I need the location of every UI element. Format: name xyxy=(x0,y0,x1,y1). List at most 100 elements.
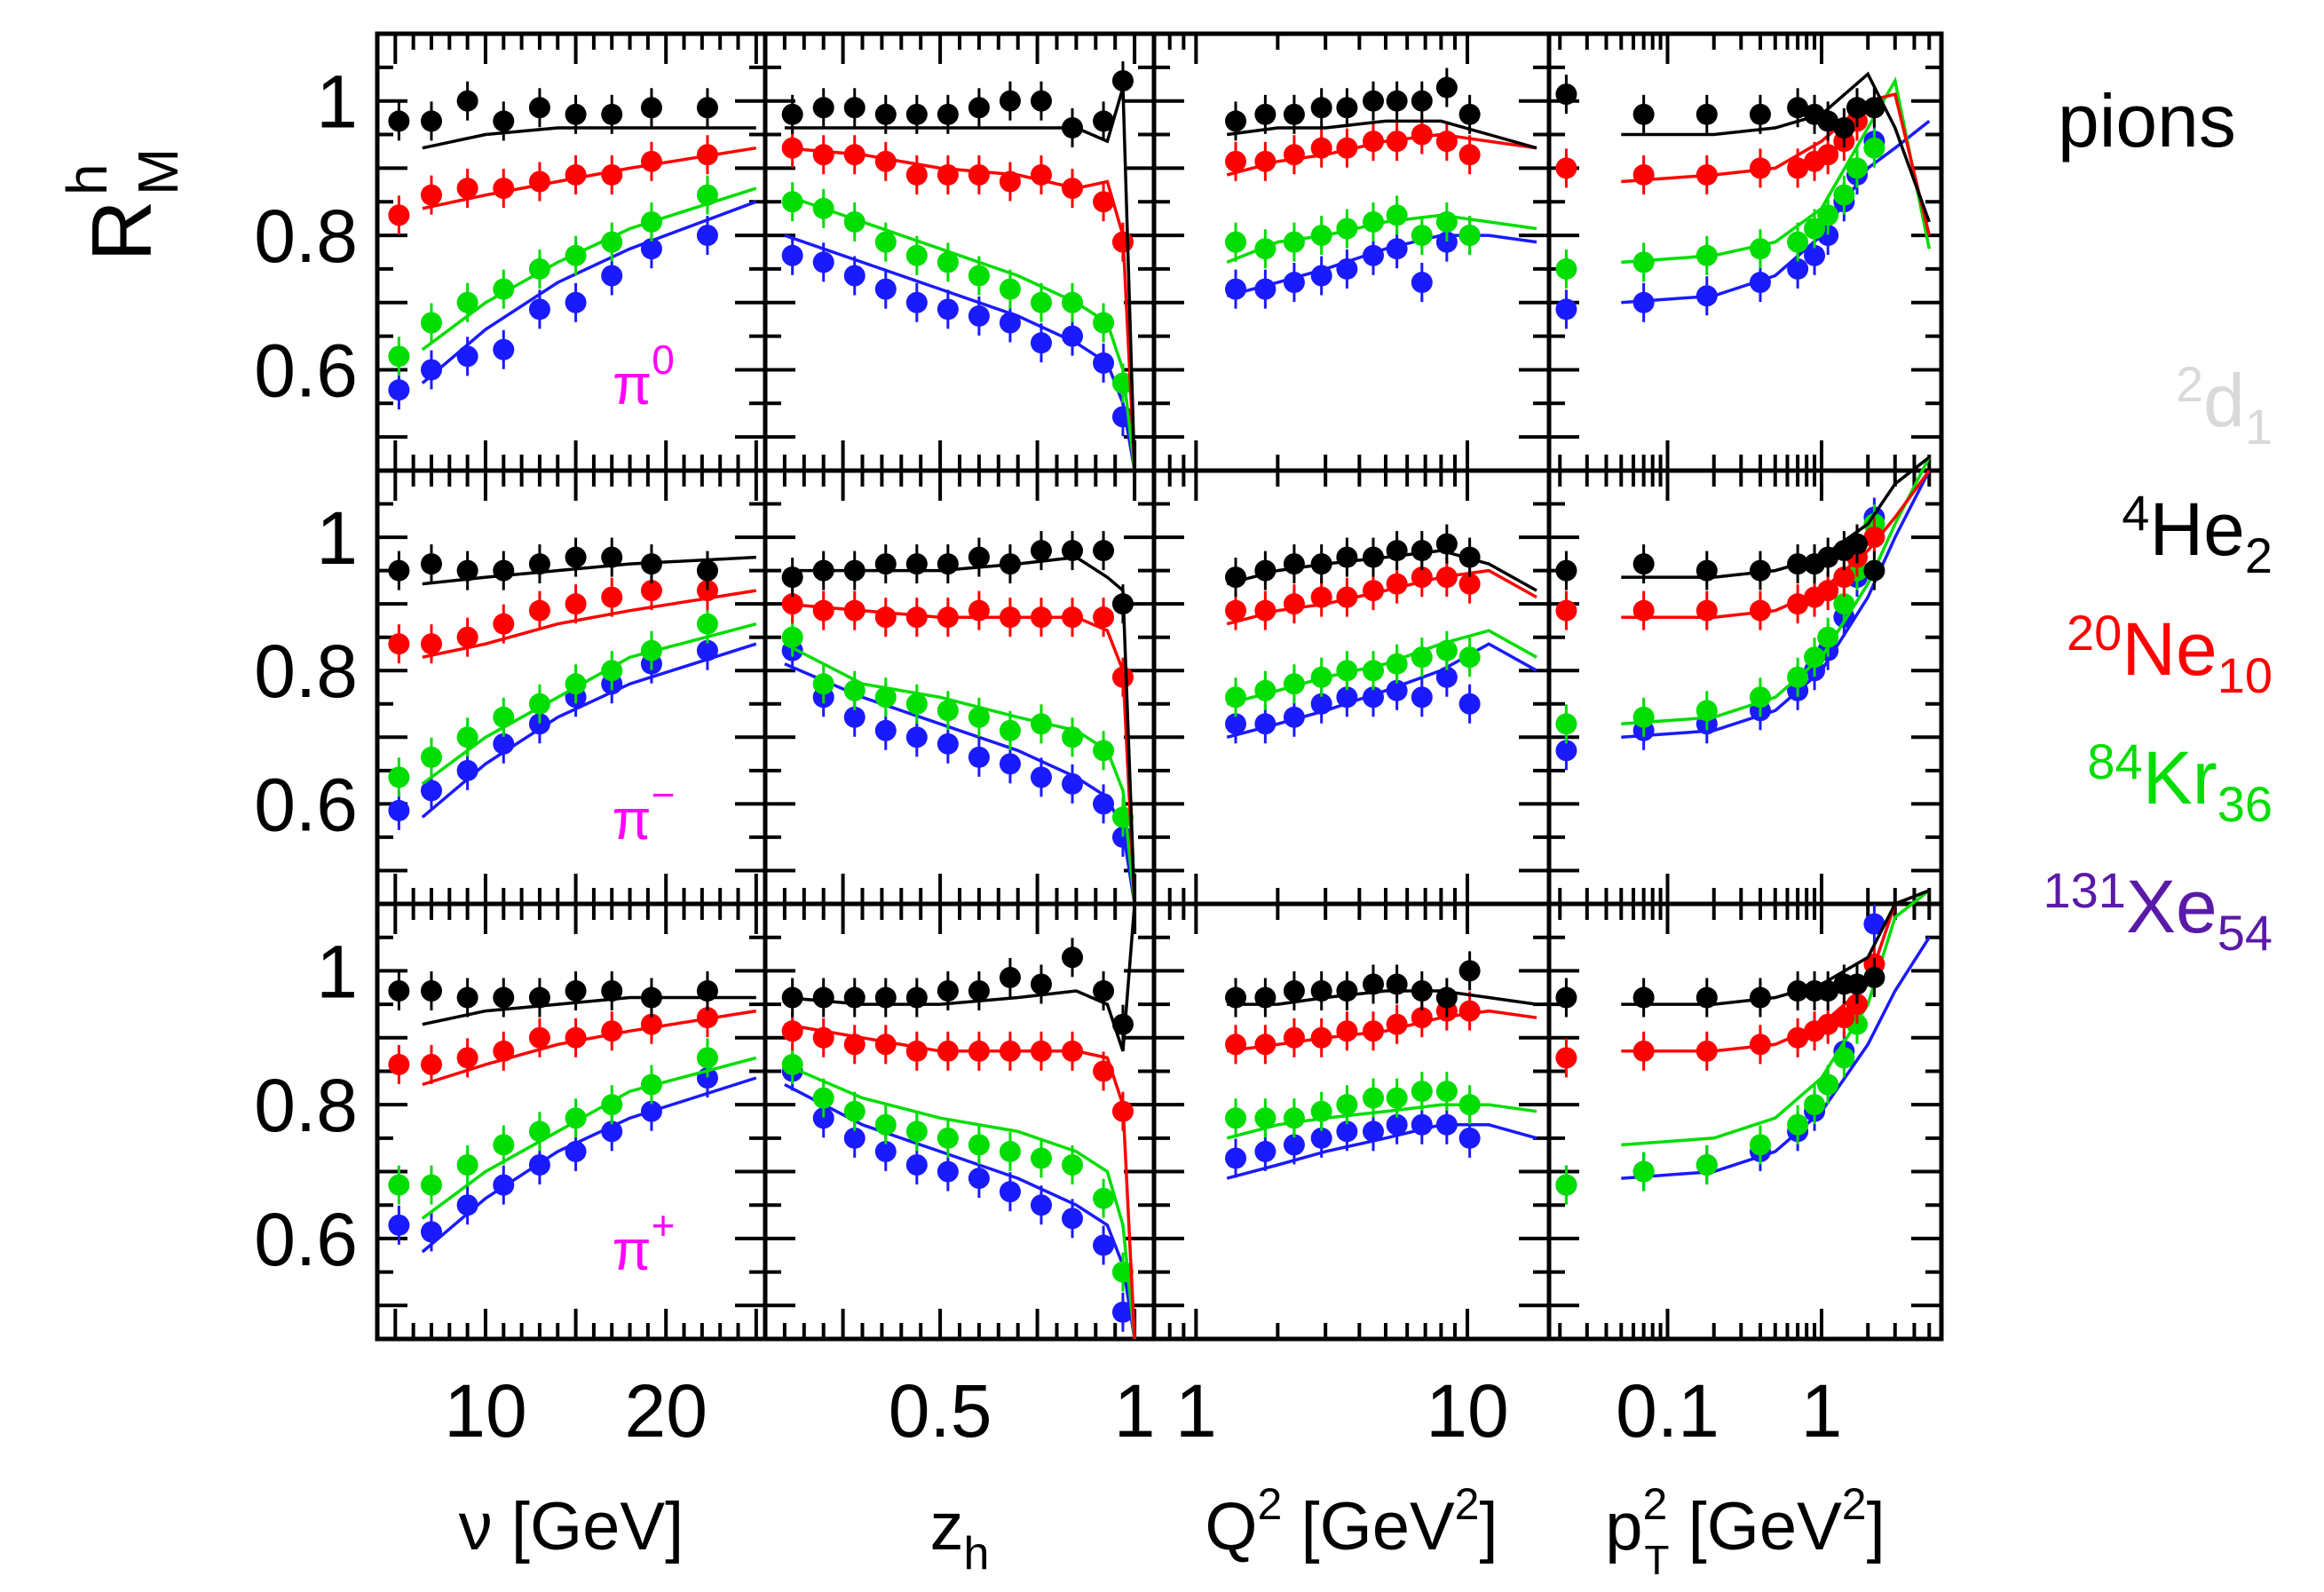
point-xe xyxy=(601,1121,623,1143)
curve-he xyxy=(784,903,1136,1052)
point-he xyxy=(874,986,897,1009)
point-he xyxy=(1411,540,1433,562)
point-xe xyxy=(1362,686,1384,709)
point-kr xyxy=(565,1107,587,1129)
point-he xyxy=(1863,966,1885,988)
point-kr xyxy=(1435,1081,1458,1103)
point-ne xyxy=(781,1020,803,1042)
point-xe xyxy=(1030,332,1052,354)
point-xe xyxy=(388,799,410,821)
point-ne xyxy=(1336,1020,1358,1042)
point-xe xyxy=(528,298,550,321)
point-he xyxy=(640,553,662,575)
point-xe xyxy=(493,338,515,360)
point-he xyxy=(420,980,442,1002)
point-xe xyxy=(874,278,897,300)
point-ne xyxy=(1362,131,1384,153)
point-ne xyxy=(843,599,866,622)
point-ne xyxy=(420,633,442,655)
y-tick-label: 0.8 xyxy=(254,1064,358,1147)
point-xe xyxy=(1030,766,1052,788)
point-xe xyxy=(1254,1140,1277,1162)
point-he xyxy=(874,103,897,125)
curve-kr xyxy=(784,642,1136,905)
point-xe xyxy=(1804,244,1826,266)
point-kr xyxy=(1362,210,1384,233)
point-ne xyxy=(1283,1026,1305,1049)
point-xe xyxy=(1225,278,1247,300)
point-kr xyxy=(1458,225,1481,247)
point-ne xyxy=(1093,1060,1115,1082)
point-ne xyxy=(812,144,834,166)
legend-charge: 10 xyxy=(2217,647,2273,703)
point-kr xyxy=(1386,1087,1408,1109)
panel-data-r3-c1 xyxy=(388,971,757,1254)
point-xe xyxy=(1386,679,1408,701)
point-kr xyxy=(905,1121,928,1143)
point-xe xyxy=(968,746,990,768)
point-kr xyxy=(1254,679,1277,701)
point-he xyxy=(1555,559,1577,582)
point-ne xyxy=(1062,606,1084,629)
point-he xyxy=(1254,986,1277,1009)
point-xe xyxy=(812,251,834,273)
point-kr xyxy=(1336,660,1358,682)
point-he xyxy=(1062,540,1084,562)
x-tick-label: 20 xyxy=(624,1369,707,1453)
point-he xyxy=(968,546,990,568)
point-he xyxy=(1386,973,1408,995)
point-he xyxy=(601,546,623,568)
point-xe xyxy=(999,312,1021,334)
point-he xyxy=(1310,97,1332,119)
point-ne xyxy=(1817,580,1839,602)
point-ne xyxy=(388,204,410,226)
point-kr xyxy=(1555,257,1577,280)
point-he xyxy=(1093,110,1115,132)
point-kr xyxy=(1833,593,1855,615)
point-ne xyxy=(1846,994,1868,1016)
point-he xyxy=(1283,980,1305,1002)
point-he xyxy=(528,986,550,1009)
point-ne xyxy=(905,606,928,629)
curve-kr xyxy=(421,622,757,786)
point-kr xyxy=(1696,244,1718,266)
point-xe xyxy=(1336,686,1358,709)
point-kr xyxy=(1817,204,1839,226)
row-label-main: π xyxy=(613,352,652,416)
point-kr xyxy=(1804,646,1826,669)
point-xe xyxy=(1458,1127,1481,1149)
point-ne xyxy=(1254,1034,1277,1056)
point-kr xyxy=(812,197,834,219)
point-he xyxy=(493,559,515,582)
curve-kr xyxy=(784,1063,1136,1340)
point-ne xyxy=(1030,163,1052,186)
point-xe xyxy=(874,1140,897,1162)
curve-ne xyxy=(422,146,757,210)
x-tick-label: 1 xyxy=(1175,1369,1217,1453)
point-kr xyxy=(1386,204,1408,226)
curve-kr xyxy=(421,186,757,352)
curve-xe xyxy=(1226,642,1537,739)
point-xe xyxy=(456,759,478,781)
legend-symbol: He xyxy=(2149,487,2244,571)
point-ne xyxy=(1833,566,1855,589)
point-kr xyxy=(781,191,803,213)
point-kr xyxy=(1411,225,1433,247)
point-kr xyxy=(999,719,1021,741)
point-kr xyxy=(420,746,442,768)
point-kr xyxy=(640,639,662,661)
point-he xyxy=(1362,90,1384,112)
point-xe xyxy=(968,305,990,327)
point-xe xyxy=(640,1100,662,1122)
point-ne xyxy=(1362,580,1384,602)
point-ne xyxy=(1362,1020,1384,1042)
panel-data-r1-c1 xyxy=(388,81,757,410)
x-tick-label: 10 xyxy=(1426,1369,1508,1453)
point-kr xyxy=(1632,251,1655,273)
point-he xyxy=(1817,110,1839,132)
point-kr xyxy=(781,626,803,648)
point-kr xyxy=(937,700,959,722)
row-label-main: π xyxy=(612,1218,651,1282)
row-label-3: π+ xyxy=(612,1202,675,1282)
curve-he xyxy=(784,555,1136,905)
